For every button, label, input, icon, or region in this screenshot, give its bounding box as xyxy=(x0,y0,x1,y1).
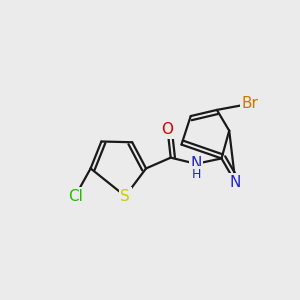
Text: Cl: Cl xyxy=(68,189,82,204)
Text: O: O xyxy=(162,122,174,137)
Text: S: S xyxy=(120,189,130,204)
Text: Br: Br xyxy=(242,96,258,111)
Text: N: N xyxy=(230,175,241,190)
Text: H: H xyxy=(191,168,201,181)
Text: N: N xyxy=(190,156,202,171)
